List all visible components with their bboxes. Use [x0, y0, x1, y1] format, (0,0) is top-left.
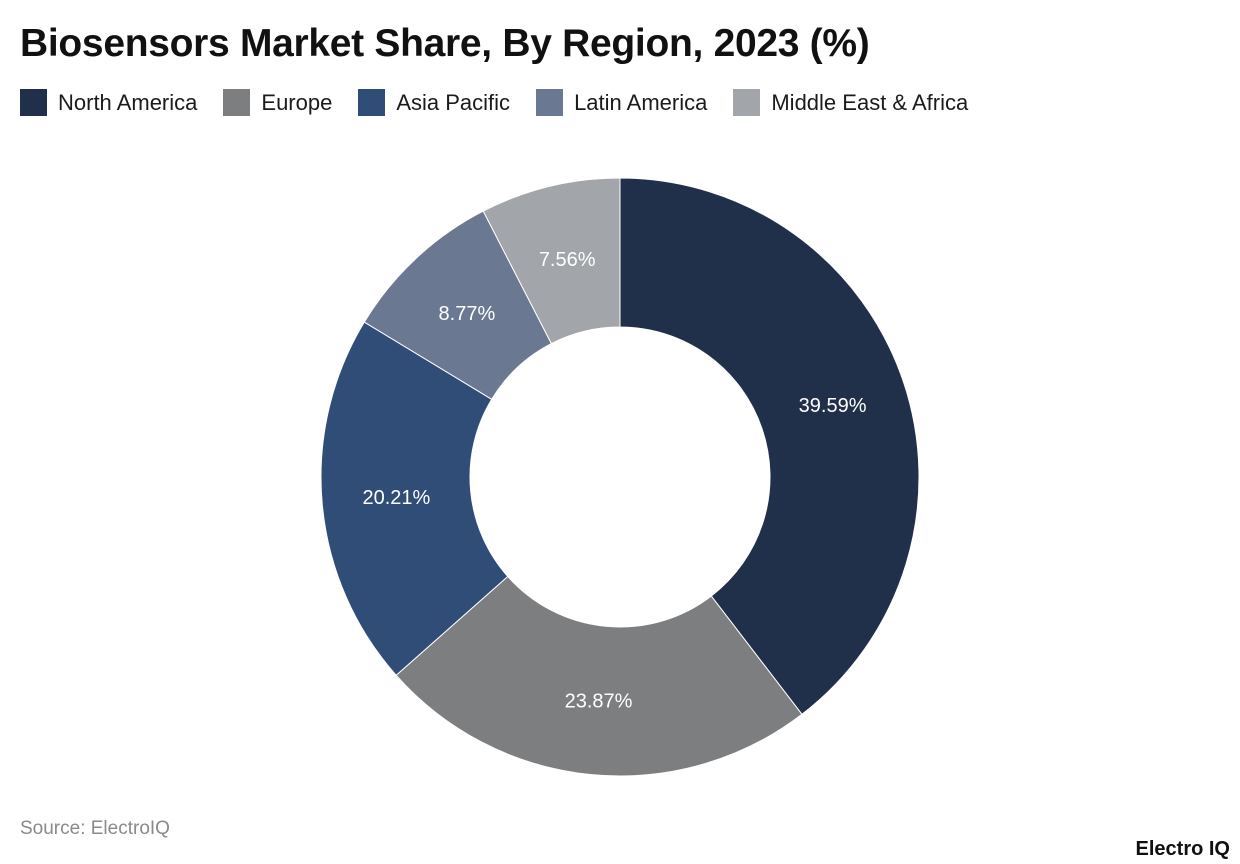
donut-slice-europe [395, 575, 803, 777]
legend-label: North America [58, 89, 198, 115]
source-note: Source: ElectroIQ [20, 818, 170, 839]
legend-label: Middle East & Africa [771, 89, 969, 115]
legend-item-north-america: North America [20, 89, 197, 116]
slice-value-label: 7.56% [539, 249, 596, 271]
slice-value-label: 8.77% [439, 303, 496, 325]
legend: North America Europe Asia Pacific Latin … [20, 89, 994, 116]
brand-logo: Electro IQ [1135, 838, 1230, 860]
legend-label: Latin America [574, 89, 708, 115]
legend-swatch [358, 89, 386, 116]
legend-label: Europe [261, 89, 333, 115]
donut-slice-north-america [619, 177, 920, 715]
legend-swatch [223, 89, 251, 116]
slice-value-label: 23.87% [565, 690, 633, 712]
donut-slice-middle-east-africa [482, 177, 621, 345]
legend-swatch [536, 89, 564, 116]
legend-item-asia-pacific: Asia Pacific [358, 89, 510, 116]
slice-value-label: 20.21% [362, 487, 430, 509]
legend-item-europe: Europe [223, 89, 332, 116]
legend-swatch [20, 89, 47, 116]
legend-label: Asia Pacific [396, 89, 511, 115]
donut-slice-asia-pacific [320, 321, 509, 677]
slice-value-label: 39.59% [799, 395, 867, 417]
legend-item-middle-east-africa: Middle East & Africa [733, 89, 968, 116]
legend-swatch [733, 89, 761, 116]
legend-item-latin-america: Latin America [536, 89, 707, 116]
chart-title: Biosensors Market Share, By Region, 2023… [20, 22, 870, 65]
